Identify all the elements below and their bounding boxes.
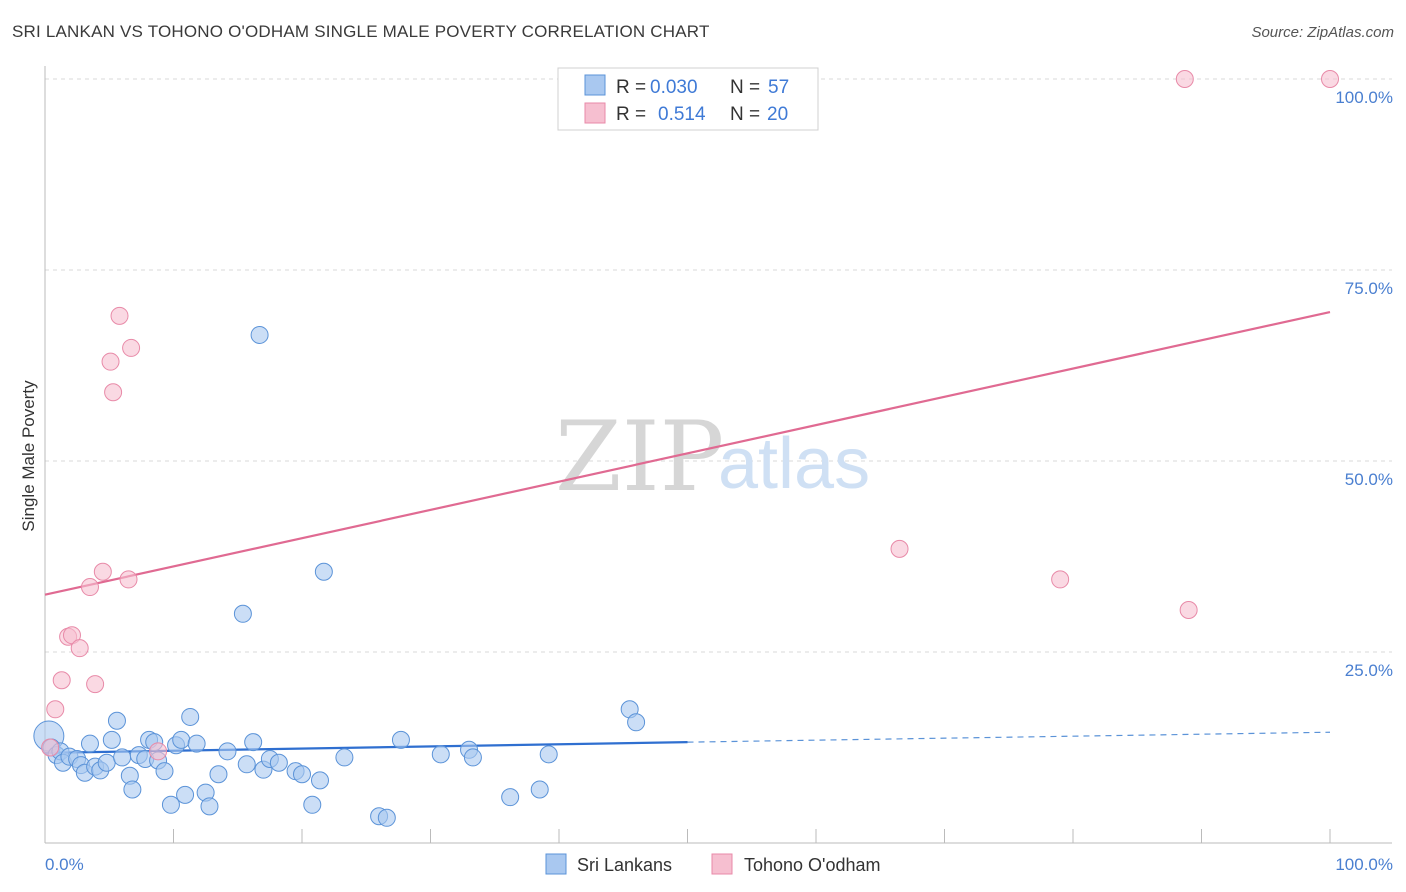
point-tohono-oodham-5 <box>70 639 89 658</box>
point-sri-lankans-17 <box>123 780 142 799</box>
point-sri-lankans-39 <box>250 325 269 344</box>
point-tohono-oodham-17 <box>1175 70 1194 88</box>
point-sri-lankans-15 <box>113 748 132 767</box>
point-tohono-oodham-0 <box>41 738 60 757</box>
point-tohono-oodham-14 <box>149 742 168 761</box>
legend-n-value-1: 57 <box>768 77 789 98</box>
chart-source: Source: ZipAtlas.com <box>1251 24 1394 41</box>
point-tohono-oodham-16 <box>1051 570 1070 589</box>
point-sri-lankans-55 <box>539 745 558 764</box>
point-sri-lankans-31 <box>200 797 219 816</box>
point-sri-lankans-45 <box>310 771 329 790</box>
point-tohono-oodham-19 <box>1321 70 1339 88</box>
bottom-legend-label-1: Sri Lankans <box>577 855 672 875</box>
point-tohono-oodham-13 <box>122 338 141 357</box>
point-sri-lankans-43 <box>293 765 311 784</box>
point-sri-lankans-32 <box>209 765 228 784</box>
point-sri-lankans-33 <box>218 742 237 761</box>
x-tick-label-0: 0.0% <box>45 855 84 874</box>
legend-r-label-1: R = <box>616 77 646 98</box>
bottom-legend: Sri Lankans Tohono O'odham <box>545 853 881 875</box>
chart-title: SRI LANKAN VS TOHONO O'ODHAM SINGLE MALE… <box>12 22 710 41</box>
point-sri-lankans-29 <box>187 734 206 753</box>
y-axis-title: Single Male Poverty <box>19 380 38 532</box>
point-sri-lankans-23 <box>155 762 174 781</box>
legend-r-value-1: 0.030 <box>650 77 698 98</box>
point-sri-lankans-24 <box>161 795 180 814</box>
point-sri-lankans-34 <box>237 755 256 774</box>
y-tick-label-50: 50.0% <box>1345 470 1393 489</box>
point-sri-lankans-52 <box>463 748 482 767</box>
point-tohono-oodham-9 <box>101 352 120 371</box>
point-tohono-oodham-1 <box>46 700 65 719</box>
point-sri-lankans-50 <box>431 745 450 764</box>
point-sri-lankans-46 <box>335 748 354 767</box>
point-sri-lankans-48 <box>377 808 396 827</box>
point-tohono-oodham-10 <box>104 383 123 402</box>
bottom-legend-swatch-blue <box>545 853 567 875</box>
point-sri-lankans-9 <box>80 734 99 753</box>
point-sri-lankans-44 <box>303 795 322 814</box>
point-sri-lankans-14 <box>107 711 126 730</box>
point-sri-lankans-57 <box>627 713 646 732</box>
point-sri-lankans-49 <box>391 730 410 749</box>
point-sri-lankans-28 <box>181 707 200 726</box>
legend-r-label-2: R = <box>616 104 646 125</box>
watermark: ZIP atlas <box>555 401 870 513</box>
watermark-atlas: atlas <box>718 424 870 504</box>
legend: R = 0.030 N = 57 R = 0.514 N = 20 <box>557 67 819 131</box>
y-tick-label-75: 75.0% <box>1345 279 1393 298</box>
point-tohono-oodham-6 <box>80 578 99 597</box>
point-tohono-oodham-8 <box>93 562 112 581</box>
point-sri-lankans-26 <box>172 730 191 749</box>
bottom-legend-label-2: Tohono O'odham <box>744 855 881 875</box>
point-sri-lankans-41 <box>314 562 333 581</box>
watermark-zip: ZIP <box>555 401 724 513</box>
trend-line-sri-lankans-extension <box>687 731 1331 743</box>
point-sri-lankans-54 <box>530 780 549 799</box>
point-sri-lankans-40 <box>233 604 252 623</box>
point-sri-lankans-53 <box>501 788 520 807</box>
legend-r-value-2: 0.514 <box>658 104 706 125</box>
legend-n-label-2: N = <box>730 104 760 125</box>
point-sri-lankans-12 <box>97 753 116 772</box>
point-tohono-oodham-7 <box>86 675 105 694</box>
legend-swatch-blue <box>584 74 606 96</box>
legend-n-value-2: 20 <box>767 104 788 125</box>
series-tohono-oodham <box>41 70 1339 761</box>
axes <box>44 66 1392 844</box>
point-sri-lankans-27 <box>176 785 195 804</box>
point-sri-lankans-13 <box>102 730 121 749</box>
point-tohono-oodham-11 <box>110 306 129 325</box>
tick-labels: 25.0% 50.0% 75.0% 100.0% 0.0% 100.0% <box>45 88 1393 874</box>
point-tohono-oodham-15 <box>890 539 909 558</box>
point-tohono-oodham-18 <box>1179 600 1198 619</box>
point-sri-lankans-35 <box>244 733 263 752</box>
y-tick-label-100: 100.0% <box>1335 88 1393 107</box>
legend-swatch-pink <box>584 102 606 124</box>
legend-n-label-1: N = <box>730 77 760 98</box>
y-tick-label-25: 25.0% <box>1345 661 1393 680</box>
trend-lines <box>44 310 1331 754</box>
grid <box>45 78 1392 653</box>
point-sri-lankans-38 <box>269 753 288 772</box>
trend-line-tohono-oodham <box>44 310 1331 596</box>
point-tohono-oodham-12 <box>119 570 138 589</box>
point-tohono-oodham-2 <box>52 671 71 690</box>
bottom-legend-swatch-pink <box>711 853 733 875</box>
x-tick-label-100: 100.0% <box>1335 855 1393 874</box>
